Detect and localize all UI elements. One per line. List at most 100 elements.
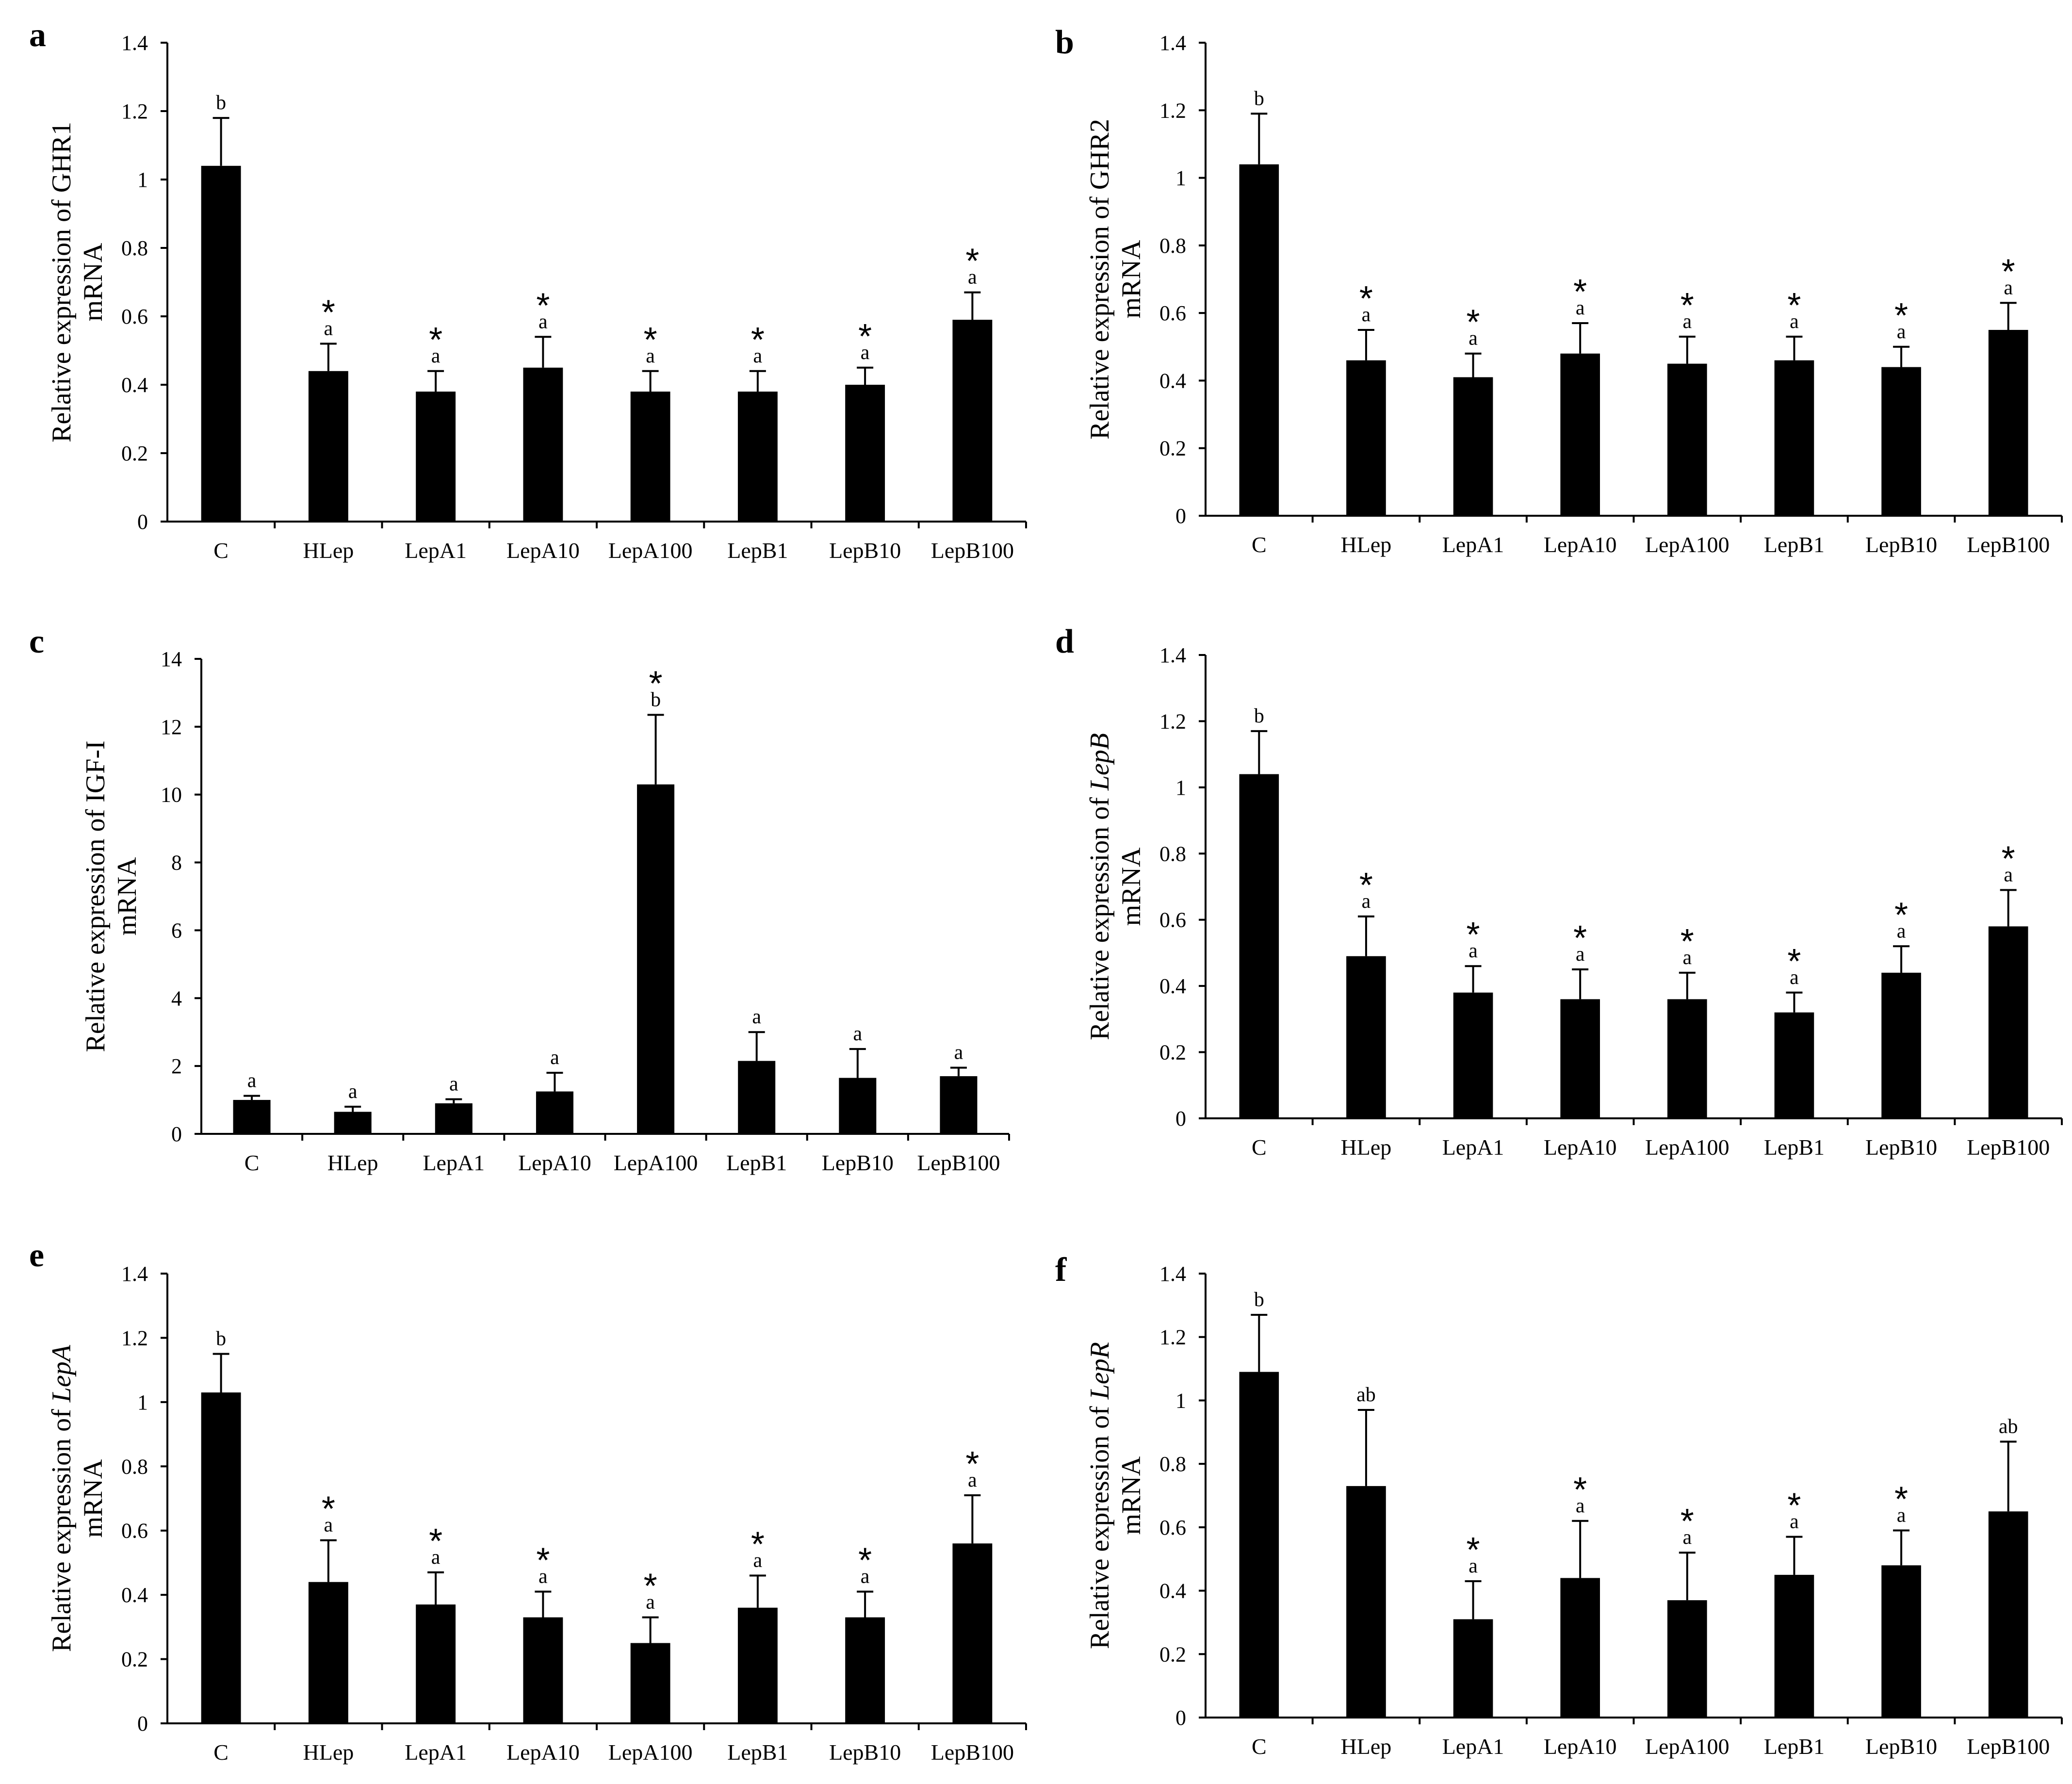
significance-letter: a	[1897, 1504, 1906, 1526]
bar-HLep	[1346, 360, 1386, 516]
bar-LepB100	[1988, 926, 2028, 1118]
x-category-label: LepA1	[405, 538, 467, 563]
significance-letter: a	[753, 1549, 763, 1571]
significance-letter: a	[1468, 327, 1478, 350]
significance-star: *	[649, 664, 663, 703]
bar-LepB1	[738, 1061, 776, 1134]
significance-star: *	[429, 1522, 442, 1561]
y-axis-label-gene: LepB	[1085, 733, 1115, 791]
x-category-label: HLep	[303, 1740, 354, 1765]
panel-letter: c	[29, 623, 44, 660]
x-category-label: LepB100	[1967, 532, 2050, 557]
bar-LepB10	[845, 385, 885, 522]
x-category-label: LepB10	[829, 538, 901, 563]
significance-star: *	[1573, 919, 1587, 958]
y-axis-label-unit: mRNA	[78, 1459, 108, 1538]
significance-star: *	[965, 242, 979, 281]
x-category-label: LepA100	[608, 1740, 693, 1765]
panel-letter: d	[1055, 623, 1074, 660]
y-tick-label: 1	[1175, 1389, 1186, 1412]
x-category-label: LepB1	[1764, 1135, 1825, 1160]
bar-LepA1	[416, 1604, 456, 1723]
significance-letter: a	[1682, 311, 1692, 333]
bar-LepB1	[737, 392, 778, 522]
significance-star: *	[1467, 1531, 1480, 1570]
significance-star: *	[858, 1541, 872, 1580]
significance-letter: a	[1362, 304, 1371, 326]
bar-C	[1239, 774, 1279, 1118]
x-category-label: LepB100	[931, 538, 1014, 563]
x-category-label: LepB1	[1764, 1734, 1825, 1759]
bar-C	[233, 1100, 271, 1134]
chart-panel-a: a 0 0.2 0.4 0.6 0.8 1 1.2 1.4 Relative expression…	[29, 16, 1027, 563]
y-tick-label: 0.8	[121, 236, 148, 260]
significance-letter: ab	[1356, 1384, 1376, 1406]
chart-panel-e: e 0 0.2 0.4 0.6 0.8 1 1.2 1.4 Relative expression…	[29, 1237, 1027, 1765]
x-category-label: HLep	[1341, 1135, 1392, 1160]
bar-C	[201, 1392, 241, 1723]
chart-panel-c: c 0 2 4 6 8 10 12 14 Relative expression of IGF-I…	[29, 623, 1010, 1175]
x-category-label: C	[213, 538, 228, 563]
significance-letter: a	[1897, 321, 1906, 343]
y-tick-label: 0	[171, 1122, 182, 1146]
bar-LepA1	[1453, 1619, 1493, 1718]
y-tick-label: 0.2	[1159, 1642, 1186, 1666]
bar-LepA10	[1560, 1578, 1600, 1718]
significance-letter: a	[431, 1546, 441, 1569]
y-tick-label: 0.4	[1159, 369, 1186, 393]
significance-star: *	[1894, 1480, 1908, 1519]
significance-letter: b	[651, 688, 661, 711]
y-tick-label: 4	[171, 986, 182, 1010]
significance-letter: ab	[1999, 1415, 2018, 1438]
bar-LepA10	[536, 1091, 573, 1134]
bar-LepB100	[1988, 1511, 2028, 1718]
significance-star: *	[2002, 839, 2015, 878]
y-tick-label: 0.6	[121, 1519, 148, 1543]
bar-LepA10	[1560, 353, 1600, 516]
x-category-label: LepA10	[518, 1150, 591, 1175]
bar-LepB10	[1881, 367, 1921, 516]
significance-star: *	[322, 293, 335, 332]
x-category-label: LepA10	[1544, 1734, 1617, 1759]
x-category-label: LepB10	[829, 1740, 901, 1765]
chart-panel-f: f 0 0.2 0.4 0.6 0.8 1 1.2 1.4 Relative expression…	[1055, 1251, 2063, 1759]
y-tick-label: 1.4	[121, 31, 148, 55]
x-category-label: LepB1	[727, 1740, 788, 1765]
significance-letter: a	[2004, 277, 2013, 299]
y-tick-label: 1.4	[1159, 31, 1186, 55]
x-category-label: LepA100	[614, 1150, 698, 1175]
y-tick-label: 12	[161, 715, 182, 739]
x-category-label: LepB100	[1967, 1135, 2050, 1160]
bar-HLep	[308, 371, 348, 522]
bar-HLep	[1346, 1486, 1386, 1718]
y-axis-label-unit: mRNA	[1116, 240, 1146, 318]
significance-letter: a	[968, 1469, 977, 1491]
y-tick-label: 0.6	[1159, 908, 1186, 932]
significance-letter: b	[1254, 1289, 1264, 1311]
bar-LepA10	[523, 1617, 563, 1723]
x-category-label: LepB1	[727, 538, 788, 563]
bar-LepA1	[1453, 377, 1493, 516]
panel-letter: e	[29, 1237, 44, 1274]
bar-LepA1	[435, 1103, 473, 1134]
y-tick-label: 14	[161, 647, 182, 671]
bar-HLep	[308, 1582, 348, 1723]
significance-letter: a	[2004, 864, 2013, 886]
y-tick-label: 0.8	[121, 1455, 148, 1478]
significance-letter: a	[1468, 940, 1478, 962]
significance-star: *	[751, 1525, 765, 1564]
significance-star: *	[644, 1567, 657, 1605]
significance-star: *	[2002, 252, 2015, 291]
significance-letter: a	[1682, 1526, 1692, 1549]
bar-LepB100	[940, 1076, 978, 1134]
x-category-label: LepB100	[1967, 1734, 2050, 1759]
y-tick-label: 0.2	[121, 442, 148, 465]
y-tick-label: 0	[137, 510, 148, 534]
y-tick-label: 0.8	[1159, 1452, 1186, 1476]
significance-star: *	[536, 1541, 550, 1580]
x-category-label: LepB10	[822, 1150, 894, 1175]
significance-letter: b	[216, 1328, 226, 1350]
y-tick-label: 0.4	[121, 373, 148, 397]
significance-letter: a	[550, 1047, 559, 1069]
y-tick-label: 1.4	[121, 1262, 148, 1286]
